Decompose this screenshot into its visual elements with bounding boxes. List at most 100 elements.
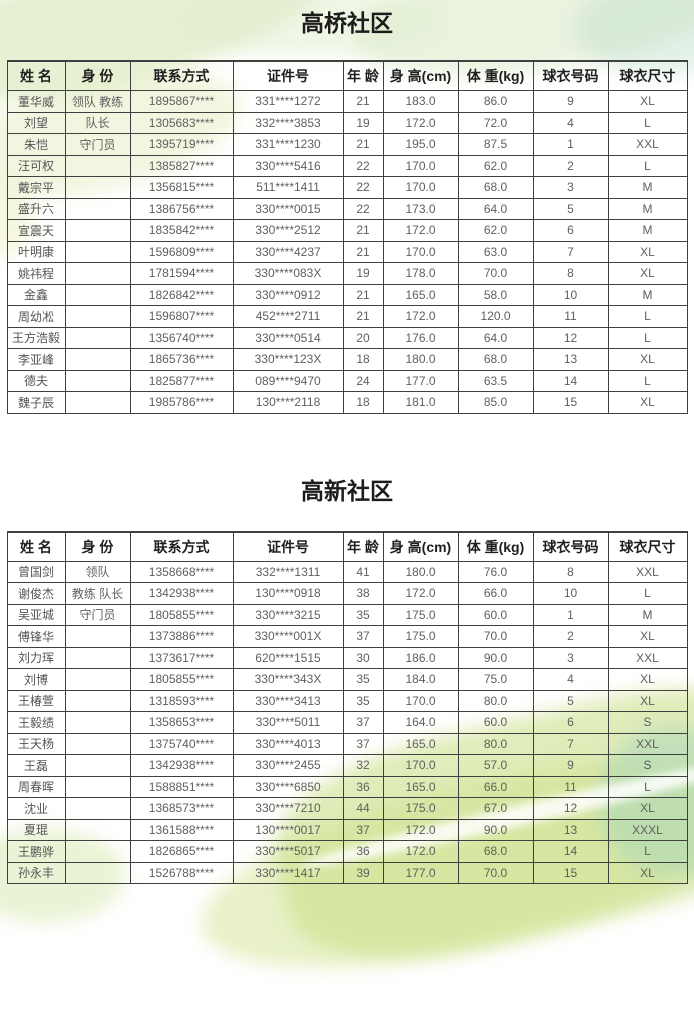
- cell: [64, 818, 131, 841]
- cell: 330****5416: [232, 154, 344, 177]
- cell: 王鹏骅: [6, 840, 66, 863]
- cell: M: [607, 197, 688, 220]
- cell: 330****123X: [232, 348, 344, 371]
- cell: 教练 队长: [64, 582, 131, 605]
- cell: 11: [532, 305, 609, 328]
- cell: 22: [342, 154, 384, 177]
- cell: 戴宗平: [6, 176, 66, 199]
- cell: 66.0: [457, 582, 534, 605]
- table-row: 吴亚城 守门员 1805855**** 330****3215 35 175.0 60.0 1…: [6, 603, 688, 626]
- table-row: 刘力珲 1373617**** 620****1515 30 186.0 90.0 3 XXL: [6, 646, 688, 669]
- cell: XL: [607, 348, 688, 371]
- cell: 63.0: [457, 240, 534, 263]
- cell: 72.0: [457, 111, 534, 134]
- cell: 1825877****: [129, 369, 234, 392]
- cell: 76.0: [457, 560, 534, 583]
- cell: 1395719****: [129, 133, 234, 156]
- cell: 周春晖: [6, 775, 66, 798]
- cell: S: [607, 754, 688, 777]
- cell: 330****0015: [232, 197, 344, 220]
- cell: [64, 219, 131, 242]
- cell: 183.0: [382, 90, 459, 113]
- cell: [64, 305, 131, 328]
- cell: XL: [607, 240, 688, 263]
- column-header: 身 高(cm): [382, 60, 459, 91]
- cell: 6: [532, 219, 609, 242]
- table-row: 金鑫 1826842**** 330****0912 21 165.0 58.0 10 M: [6, 283, 688, 306]
- cell: 1356740****: [129, 326, 234, 349]
- cell: 12: [532, 797, 609, 820]
- cell: 19: [342, 262, 384, 285]
- cell: 80.0: [457, 732, 534, 755]
- table-row: 德夫 1825877**** 089****9470 24 177.0 63.5 14 L: [6, 369, 688, 392]
- cell: 1835842****: [129, 219, 234, 242]
- table-row: 朱恺 守门员 1395719**** 331****1230 21 195.0 87.5 1 X…: [6, 133, 688, 156]
- cell: 173.0: [382, 197, 459, 220]
- column-header: 球衣号码: [532, 60, 609, 91]
- cell: 9: [532, 90, 609, 113]
- cell: [64, 861, 131, 884]
- cell: 330****2455: [232, 754, 344, 777]
- cell: 1826842****: [129, 283, 234, 306]
- cell: 1865736****: [129, 348, 234, 371]
- cell: XL: [607, 262, 688, 285]
- cell: 姚祎程: [6, 262, 66, 285]
- cell: 1358653****: [129, 711, 234, 734]
- cell: [64, 391, 131, 414]
- cell: L: [607, 326, 688, 349]
- cell: 3: [532, 646, 609, 669]
- cell: 330****2512: [232, 219, 344, 242]
- cell: 44: [342, 797, 384, 820]
- column-header: 年 龄: [342, 530, 384, 562]
- cell: 21: [342, 305, 384, 328]
- cell: [64, 732, 131, 755]
- cell: 175.0: [382, 603, 459, 626]
- cell: 332****3853: [232, 111, 344, 134]
- cell: [64, 668, 131, 691]
- cell: 63.5: [457, 369, 534, 392]
- cell: 刘力珲: [6, 646, 66, 669]
- cell: 2: [532, 154, 609, 177]
- cell: 刘望: [6, 111, 66, 134]
- column-header: 体 重(kg): [457, 530, 534, 562]
- cell: 330****001X: [232, 625, 344, 648]
- table-row: 王磊 1342938**** 330****2455 32 170.0 57.0 9 S: [6, 754, 688, 777]
- table-row: 孙永丰 1526788**** 330****1417 39 177.0 70.0 15 XL: [6, 861, 688, 884]
- cell: 吴亚城: [6, 603, 66, 626]
- cell: 130****2118: [232, 391, 344, 414]
- cell: 170.0: [382, 689, 459, 712]
- cell: 330****5011: [232, 711, 344, 734]
- cell: 董华威: [6, 90, 66, 113]
- cell: 90.0: [457, 818, 534, 841]
- cell: 盛升六: [6, 197, 66, 220]
- cell: 37: [342, 711, 384, 734]
- cell: [64, 625, 131, 648]
- roster-table-gaoxin: 姓 名身 份联系方式 证件号年 龄身 高(cm) 体 重(kg) 球衣号码 球衣尺寸 曾…: [6, 530, 688, 885]
- cell: L: [607, 582, 688, 605]
- table-row: 沈业 1368573**** 330****7210 44 175.0 67.0 12 XL: [6, 797, 688, 820]
- cell: 165.0: [382, 283, 459, 306]
- cell: L: [607, 369, 688, 392]
- cell: 75.0: [457, 668, 534, 691]
- cell: 330****1417: [232, 861, 344, 884]
- cell: XXL: [607, 560, 688, 583]
- cell: 18: [342, 391, 384, 414]
- cell: 11: [532, 775, 609, 798]
- cell: [64, 176, 131, 199]
- cell: 089****9470: [232, 369, 344, 392]
- cell: 14: [532, 840, 609, 863]
- cell: 60.0: [457, 711, 534, 734]
- cell: 90.0: [457, 646, 534, 669]
- table-row: 王毅绩 1358653**** 330****5011 37 164.0 60.0 6 S: [6, 711, 688, 734]
- community-section-gaoqiao: 高桥社区 姓 名身 份联系方式 证件号年 龄身 高(cm) 体 重(kg) 球衣号码球…: [0, 0, 694, 414]
- cell: 1386756****: [129, 197, 234, 220]
- cell: 1358668****: [129, 560, 234, 583]
- cell: 172.0: [382, 219, 459, 242]
- cell: 57.0: [457, 754, 534, 777]
- cell: XXL: [607, 133, 688, 156]
- cell: 64.0: [457, 326, 534, 349]
- cell: 4: [532, 668, 609, 691]
- cell: 1805855****: [129, 603, 234, 626]
- table-row: 宣震天 1835842**** 330****2512 21 172.0 62.0 6 M: [6, 219, 688, 242]
- cell: 2: [532, 625, 609, 648]
